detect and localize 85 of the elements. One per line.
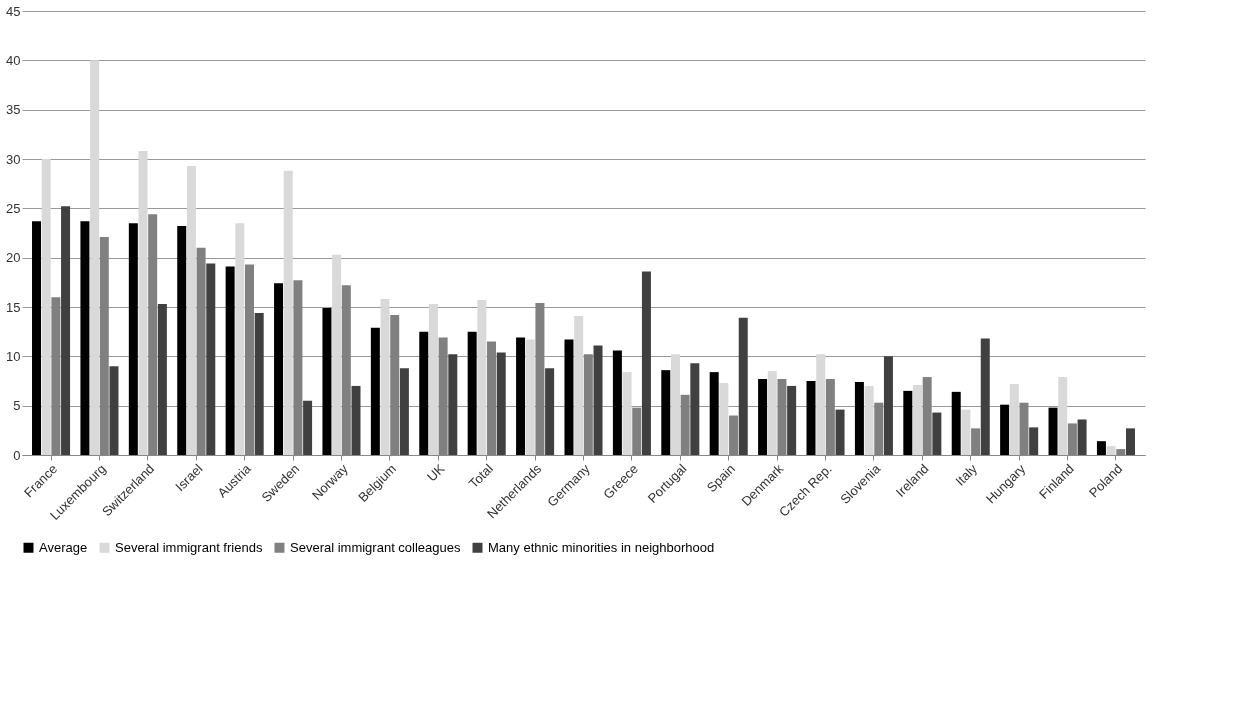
bar [283,170,293,455]
bar [322,307,332,455]
bar [1009,383,1019,455]
y-tick-label: 40 [6,52,21,68]
bar [235,223,245,455]
bar [913,384,922,455]
legend-label: Several immigrant colleagues [290,539,462,555]
bar [1096,441,1106,455]
bar [612,350,622,455]
bar [883,356,893,455]
bar [467,331,477,455]
bar [690,363,700,455]
bar [448,354,458,455]
bar [738,317,748,455]
bar [816,354,826,455]
bar [1106,446,1116,455]
y-tick-label: 25 [6,200,21,216]
bar [157,304,167,455]
bar [709,372,719,455]
bar [32,221,42,455]
y-tick-label: 20 [6,250,21,266]
bar [370,327,380,455]
bar [1029,427,1039,455]
bar [903,390,913,455]
bar [545,368,555,455]
y-tick-label: 30 [6,151,21,167]
bar [254,312,264,455]
y-tick-label: 45 [6,3,21,19]
bar [128,223,138,455]
x-tick-label: Italy [952,460,981,489]
bar [399,368,409,455]
bar [525,339,535,455]
bar [516,337,526,455]
bar [980,338,990,455]
bar [419,331,429,455]
bar [661,370,671,455]
bar [1125,428,1135,455]
bar [351,385,361,455]
bar [574,315,584,455]
y-tick-label: 15 [6,299,21,315]
bar [177,226,187,455]
bar [186,165,196,455]
bar [80,221,90,455]
bar [477,300,487,455]
legend-label: Many ethnic minorities in neighborhood [488,539,715,555]
bar [564,339,574,455]
bar [622,372,632,455]
bar [767,371,777,455]
bar [806,381,816,455]
bar [225,266,235,455]
bar [90,60,100,455]
bar [670,354,680,455]
y-tick-label: 10 [6,348,21,364]
bar [961,409,971,455]
bar [932,412,942,455]
y-tick-label: 0 [13,447,21,463]
bar [61,206,71,455]
y-tick-label: 35 [6,102,21,118]
bar [854,381,864,455]
legend-label: Several immigrant friends [115,539,263,555]
x-tick-label: UK [424,460,448,485]
bar [1048,407,1058,455]
legend-label: Average [39,539,88,555]
bar [380,299,390,455]
bar [787,385,797,455]
bar [274,283,284,455]
bar [1077,419,1087,455]
bar [303,400,313,455]
bar [864,385,874,455]
bar [835,409,845,455]
bar [109,366,119,455]
bar [951,391,961,455]
y-tick-label: 5 [13,398,21,414]
bar [332,254,342,455]
bar [41,159,51,455]
bar [1058,377,1068,455]
bar [138,151,148,455]
bar [719,382,729,455]
bar [593,345,603,455]
bar [641,271,651,455]
bar [428,304,438,455]
bar [206,263,216,455]
bar [758,379,768,455]
bar [1000,404,1010,455]
bar [496,352,506,455]
